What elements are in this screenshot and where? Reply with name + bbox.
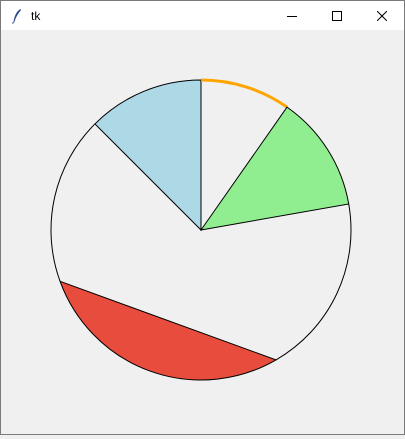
maximize-button[interactable] [314,1,359,30]
canvas-arc-pieslice-0 [95,80,201,230]
canvas-arc-arc-4 [51,124,95,281]
canvas-arc-pieslice-2 [201,107,349,230]
canvas-arc-chord-3 [60,281,276,380]
window-title: tk [31,9,40,23]
drawing-canvas[interactable] [1,30,404,434]
maximize-icon [332,11,342,21]
canvas-surface [1,30,404,434]
minimize-icon [287,11,297,21]
feather-icon [9,8,25,24]
canvas-arc-arc-5 [276,204,351,360]
minimize-button[interactable] [269,1,314,30]
window-controls [269,1,404,30]
close-icon [377,11,387,21]
close-button[interactable] [359,1,404,30]
title-bar[interactable]: tk [1,1,404,30]
canvas-arc-arc-1 [201,80,287,107]
